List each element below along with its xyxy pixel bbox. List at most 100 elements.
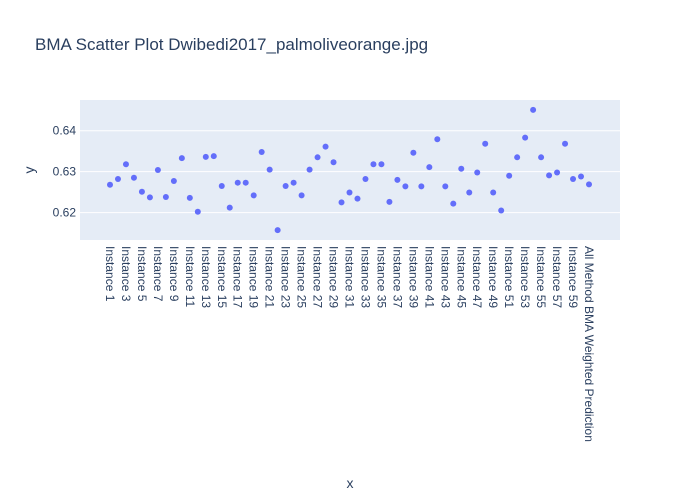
data-point bbox=[410, 149, 417, 156]
data-point bbox=[290, 179, 297, 186]
x-tick-label: Instance 43 bbox=[438, 246, 452, 308]
chart-title: BMA Scatter Plot Dwibedi2017_palmoliveor… bbox=[35, 35, 428, 54]
x-tick-label: Instance 51 bbox=[502, 246, 516, 308]
x-tick-label: Instance 29 bbox=[327, 246, 341, 308]
data-point bbox=[266, 166, 273, 173]
x-axis-ticks: Instance 1 Instance 3 Instance 5 Instance 7… bbox=[103, 246, 596, 442]
data-point bbox=[338, 199, 345, 206]
x-tick-label: Instance 37 bbox=[390, 246, 404, 308]
data-point bbox=[426, 164, 433, 171]
data-point bbox=[362, 176, 369, 183]
data-point bbox=[450, 200, 457, 207]
data-point bbox=[242, 179, 249, 186]
data-point bbox=[346, 189, 353, 196]
data-point bbox=[202, 153, 209, 160]
data-point bbox=[418, 183, 425, 190]
x-tick-label: Instance 19 bbox=[247, 246, 261, 308]
y-tick-label: 0.62 bbox=[53, 206, 77, 220]
y-tick-label: 0.64 bbox=[53, 124, 77, 138]
x-tick-label: Instance 1 bbox=[103, 246, 117, 302]
data-point bbox=[586, 181, 592, 188]
x-tick-label: Instance 27 bbox=[311, 246, 325, 308]
x-tick-label: Instance 47 bbox=[470, 246, 484, 308]
grid-lines bbox=[80, 130, 620, 214]
data-point bbox=[530, 106, 537, 113]
y-axis-label: y bbox=[21, 167, 37, 174]
data-point bbox=[474, 169, 481, 176]
data-point bbox=[250, 192, 257, 199]
data-point bbox=[178, 155, 185, 162]
data-point bbox=[186, 194, 193, 201]
data-point bbox=[274, 227, 281, 234]
data-points bbox=[107, 106, 592, 234]
data-point bbox=[354, 195, 361, 202]
x-tick-label: Instance 35 bbox=[374, 246, 388, 308]
data-point bbox=[554, 169, 561, 176]
data-point bbox=[170, 178, 177, 185]
data-point bbox=[394, 176, 401, 183]
x-tick-label: Instance 45 bbox=[454, 246, 468, 308]
data-point bbox=[234, 179, 241, 186]
x-tick-label: Instance 57 bbox=[550, 246, 564, 308]
data-point bbox=[386, 198, 393, 205]
data-point bbox=[434, 136, 441, 143]
data-point bbox=[538, 154, 545, 161]
data-point bbox=[466, 189, 473, 196]
x-tick-label: Instance 55 bbox=[534, 246, 548, 308]
x-tick-label: Instance 9 bbox=[167, 246, 181, 302]
data-point bbox=[218, 182, 225, 189]
data-point bbox=[570, 176, 577, 183]
x-tick-label: Instance 11 bbox=[183, 246, 197, 307]
data-point bbox=[210, 153, 217, 160]
x-tick-label: Instance 5 bbox=[135, 246, 149, 302]
data-point bbox=[562, 140, 569, 147]
data-point bbox=[402, 183, 409, 190]
data-point bbox=[138, 188, 145, 195]
data-point bbox=[306, 166, 313, 173]
x-tick-label: Instance 53 bbox=[518, 246, 532, 308]
data-point bbox=[482, 140, 489, 147]
data-point bbox=[314, 154, 321, 161]
data-point bbox=[322, 143, 329, 150]
data-point bbox=[498, 207, 505, 214]
data-point bbox=[258, 148, 265, 155]
data-point bbox=[298, 192, 305, 199]
x-tick-label: Instance 49 bbox=[486, 246, 500, 308]
x-tick-label: Instance 39 bbox=[406, 246, 420, 308]
data-point bbox=[130, 174, 137, 181]
x-tick-label: Instance 31 bbox=[343, 246, 357, 308]
x-tick-label: Instance 33 bbox=[358, 246, 372, 308]
data-point bbox=[522, 134, 529, 141]
data-point bbox=[154, 167, 161, 173]
y-axis-ticks: 0.62 0.63 0.64 bbox=[53, 124, 77, 220]
x-tick-label: Instance 25 bbox=[295, 246, 309, 308]
data-point bbox=[114, 176, 121, 183]
data-point bbox=[146, 194, 153, 201]
data-point bbox=[578, 173, 585, 180]
data-point bbox=[282, 182, 289, 189]
x-tick-label: All Method BMA Weighted Prediction bbox=[582, 246, 596, 442]
data-point bbox=[378, 161, 385, 168]
x-tick-label: Instance 15 bbox=[215, 246, 229, 308]
data-point bbox=[107, 181, 113, 188]
x-tick-label: Instance 59 bbox=[566, 246, 580, 308]
data-point bbox=[458, 165, 465, 172]
data-point bbox=[490, 189, 497, 196]
x-tick-label: Instance 23 bbox=[279, 246, 293, 308]
x-tick-label: Instance 7 bbox=[151, 246, 165, 302]
x-tick-label: Instance 3 bbox=[119, 246, 133, 302]
plot-area bbox=[80, 100, 620, 240]
data-point bbox=[194, 208, 201, 215]
x-tick-label: Instance 21 bbox=[263, 246, 277, 308]
y-tick-label: 0.63 bbox=[53, 165, 77, 179]
data-point bbox=[330, 159, 337, 166]
data-point bbox=[122, 161, 129, 168]
data-point bbox=[370, 161, 377, 168]
data-point bbox=[514, 154, 521, 161]
x-tick-label: Instance 17 bbox=[231, 246, 245, 308]
data-point bbox=[506, 172, 513, 179]
data-point bbox=[442, 183, 449, 190]
data-point bbox=[162, 194, 169, 201]
